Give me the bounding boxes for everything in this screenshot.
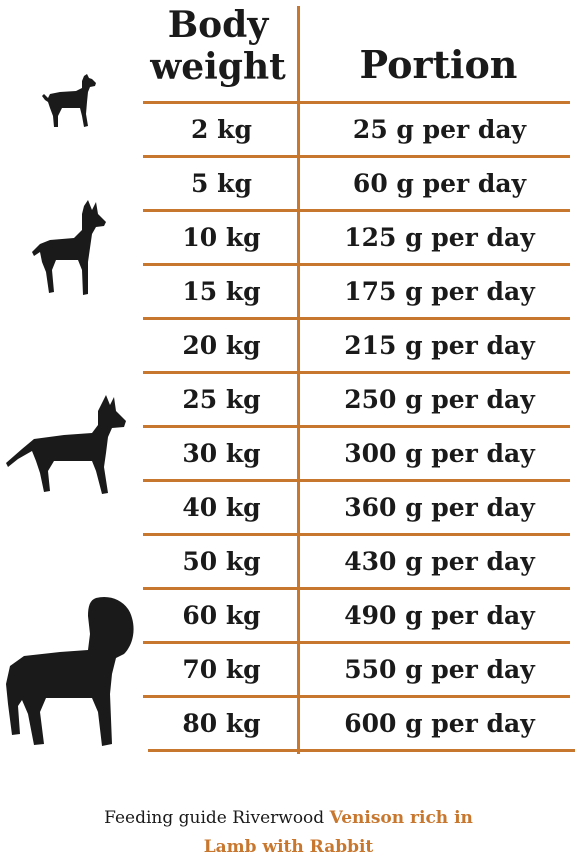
row-divider bbox=[148, 749, 575, 752]
weight-cell: 80 kg bbox=[182, 709, 261, 738]
header-body-weight: Body weight bbox=[143, 4, 293, 88]
row-divider bbox=[143, 695, 570, 698]
portion-cell: 550 g per day bbox=[344, 655, 535, 684]
weight-cell: 60 kg bbox=[182, 601, 261, 630]
row-divider bbox=[143, 587, 570, 590]
weight-cell: 50 kg bbox=[182, 547, 261, 576]
row-divider bbox=[143, 155, 570, 158]
row-divider bbox=[143, 263, 570, 266]
portion-cell: 60 g per day bbox=[352, 169, 527, 198]
row-divider bbox=[143, 533, 570, 536]
portion-cell: 125 g per day bbox=[344, 223, 535, 252]
weight-cell: 70 kg bbox=[182, 655, 261, 684]
product-name-line2: Lamb with Rabbit bbox=[203, 837, 374, 857]
row-divider bbox=[143, 641, 570, 644]
row-divider bbox=[143, 209, 570, 212]
weight-cell: 40 kg bbox=[182, 493, 261, 522]
caption-line1: Feeding guide Riverwood Venison rich in bbox=[0, 804, 577, 833]
portion-cell: 215 g per day bbox=[344, 331, 535, 360]
weight-cell: 10 kg bbox=[182, 223, 261, 252]
row-divider bbox=[143, 371, 570, 374]
header-body-weight-line1: Body bbox=[167, 4, 269, 46]
weight-cell: 15 kg bbox=[182, 277, 261, 306]
row-divider bbox=[143, 425, 570, 428]
caption-line2: Lamb with Rabbit bbox=[0, 833, 577, 862]
small-dog-icon bbox=[40, 72, 100, 130]
weight-cell: 20 kg bbox=[182, 331, 261, 360]
column-divider bbox=[297, 6, 300, 754]
portion-cell: 600 g per day bbox=[344, 709, 535, 738]
product-name-line1: Venison rich in bbox=[329, 808, 473, 828]
weight-cell: 2 kg bbox=[191, 115, 252, 144]
portion-cell: 250 g per day bbox=[344, 385, 535, 414]
portion-cell: 300 g per day bbox=[344, 439, 535, 468]
caption-prefix: Feeding guide Riverwood bbox=[104, 808, 325, 828]
medium-dog-icon bbox=[30, 200, 112, 298]
portion-cell: 360 g per day bbox=[344, 493, 535, 522]
portion-cell: 25 g per day bbox=[352, 115, 527, 144]
header-body-weight-line2: weight bbox=[150, 46, 286, 88]
portion-cell: 430 g per day bbox=[344, 547, 535, 576]
row-divider bbox=[143, 101, 570, 104]
portion-cell: 175 g per day bbox=[344, 277, 535, 306]
weight-cell: 25 kg bbox=[182, 385, 261, 414]
row-divider bbox=[143, 479, 570, 482]
header-portion: Portion bbox=[359, 42, 518, 87]
portion-cell: 490 g per day bbox=[344, 601, 535, 630]
weight-cell: 5 kg bbox=[191, 169, 252, 198]
feeding-guide-caption: Feeding guide Riverwood Venison rich in … bbox=[0, 804, 577, 862]
weight-cell: 30 kg bbox=[182, 439, 261, 468]
row-divider bbox=[143, 317, 570, 320]
large-dog-icon bbox=[4, 395, 130, 497]
giant-dog-icon bbox=[0, 594, 138, 752]
